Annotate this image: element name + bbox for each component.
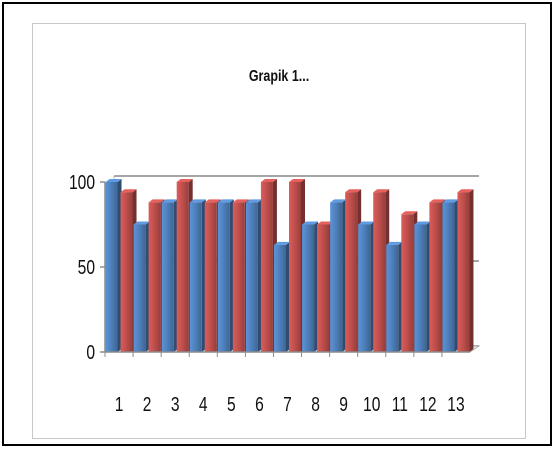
x-tick-label-11: 11 — [392, 393, 408, 415]
chart-title: Grapik 1... — [248, 68, 310, 85]
y-tick-label-2: 100 — [69, 171, 95, 193]
bar-1-2 — [133, 221, 150, 352]
x-tick-label-3: 3 — [171, 393, 180, 415]
x-tick-label-4: 4 — [199, 393, 208, 415]
bar-1-5 — [217, 199, 234, 352]
bar-1-10 — [358, 221, 375, 352]
x-tick-label-10: 10 — [363, 393, 380, 415]
bar-2-13 — [457, 189, 474, 352]
x-tick-label-7: 7 — [283, 393, 292, 415]
bar-1-8 — [302, 221, 319, 352]
x-tick-label-9: 9 — [339, 393, 348, 415]
y-tick-label-0: 0 — [86, 341, 95, 363]
x-tick-label-5: 5 — [227, 393, 236, 415]
bar-1-9 — [330, 199, 347, 352]
x-tick-label-13: 13 — [447, 393, 464, 415]
x-tick-label-1: 1 — [115, 393, 124, 415]
bar-1-6 — [245, 199, 262, 352]
bar-1-3 — [161, 199, 178, 352]
bar-1-4 — [189, 199, 206, 352]
outer-frame — [2, 2, 552, 446]
x-tick-label-6: 6 — [255, 393, 264, 415]
bar-1-7 — [274, 241, 290, 352]
bar-1-11 — [386, 241, 403, 352]
bar-1-1 — [105, 179, 122, 352]
x-tick-label-12: 12 — [419, 393, 436, 415]
x-tick-label-8: 8 — [311, 393, 320, 415]
bar-1-12 — [414, 221, 431, 352]
x-tick-label-2: 2 — [143, 393, 152, 415]
y-tick-label-1: 50 — [78, 256, 95, 278]
bar-1-13 — [442, 199, 459, 352]
